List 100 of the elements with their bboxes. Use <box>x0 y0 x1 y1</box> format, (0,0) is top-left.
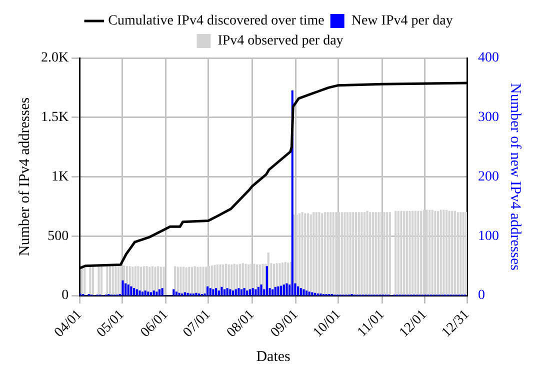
bar <box>436 210 440 296</box>
bar <box>312 212 315 296</box>
bar <box>188 266 190 296</box>
y2-tick-label: 300 <box>478 110 499 126</box>
bar <box>440 210 442 296</box>
bar <box>92 266 94 296</box>
bar <box>388 212 391 296</box>
bar <box>386 212 388 296</box>
y2-tick-label: 100 <box>478 228 499 244</box>
bar <box>403 210 406 296</box>
bar <box>194 266 196 296</box>
bar <box>232 290 234 296</box>
bar <box>172 289 175 296</box>
bar <box>428 210 431 296</box>
bar <box>315 212 318 296</box>
bar <box>352 212 354 296</box>
bar <box>272 289 274 296</box>
bar <box>451 210 454 296</box>
bar <box>300 288 302 296</box>
y-tick-label: 0 <box>62 288 69 304</box>
bar <box>380 212 382 296</box>
bar <box>133 288 136 296</box>
y2-tick-label: 200 <box>478 169 499 184</box>
bar <box>414 210 416 296</box>
bar <box>147 292 150 296</box>
bar <box>223 289 226 296</box>
bar <box>196 266 199 296</box>
bar <box>369 212 372 296</box>
bar <box>146 266 148 296</box>
bar <box>321 213 324 296</box>
bar <box>114 266 117 296</box>
bar <box>180 266 182 296</box>
bar <box>301 212 304 296</box>
bar <box>332 212 334 296</box>
bar <box>243 288 246 296</box>
x-axis-title: Dates <box>256 348 291 365</box>
bar <box>344 212 346 296</box>
bar <box>136 289 138 296</box>
bar <box>185 267 188 296</box>
bar <box>308 292 310 296</box>
bar <box>454 210 456 296</box>
bar <box>248 289 252 296</box>
bar <box>218 290 220 296</box>
bar <box>175 292 178 296</box>
bar <box>219 264 222 296</box>
bar <box>202 266 204 296</box>
bar <box>408 210 411 296</box>
bar <box>156 292 158 296</box>
bar <box>80 266 83 296</box>
bar <box>456 212 459 296</box>
bar <box>199 266 202 296</box>
bar <box>178 292 180 296</box>
bar <box>442 210 445 296</box>
bar <box>277 286 280 296</box>
bar <box>274 286 276 296</box>
bar <box>238 288 240 296</box>
legend-label: Cumulative IPv4 discovered over time <box>108 14 324 29</box>
bar <box>112 266 114 296</box>
bar <box>378 212 380 296</box>
bar <box>176 266 179 296</box>
y-tick-label: 1.5K <box>40 110 69 126</box>
bar <box>117 266 120 296</box>
bar <box>226 288 228 296</box>
bar <box>318 212 320 296</box>
bar <box>306 213 309 296</box>
bar <box>215 288 218 296</box>
bar <box>89 266 92 296</box>
bar <box>460 212 462 296</box>
bar <box>244 264 247 296</box>
bar <box>335 212 338 296</box>
y-tick-label: 2.0K <box>40 50 69 66</box>
bar <box>195 292 198 296</box>
bar <box>374 212 377 296</box>
bar <box>190 266 194 296</box>
bar <box>141 292 144 296</box>
bar <box>305 290 308 296</box>
bar <box>142 266 145 296</box>
bar <box>254 289 257 296</box>
bar <box>162 266 165 296</box>
bar <box>434 210 436 296</box>
y2-tick-label: 400 <box>478 50 499 66</box>
bar <box>462 212 465 296</box>
bar <box>324 212 326 296</box>
bar <box>158 289 161 296</box>
bar <box>108 266 112 296</box>
bar <box>360 212 363 296</box>
y-tick-label: 500 <box>48 228 69 244</box>
bar <box>431 210 434 296</box>
bar <box>412 210 414 296</box>
bar <box>304 213 306 296</box>
bar <box>182 266 185 296</box>
bar <box>154 266 156 296</box>
bar <box>372 212 374 296</box>
bar <box>330 212 332 296</box>
bar <box>297 286 300 296</box>
bar <box>100 266 103 296</box>
y-tick-label: 1K <box>51 169 69 184</box>
legend-label: New IPv4 per day <box>351 14 453 29</box>
bar <box>98 266 100 296</box>
bar <box>240 289 243 296</box>
